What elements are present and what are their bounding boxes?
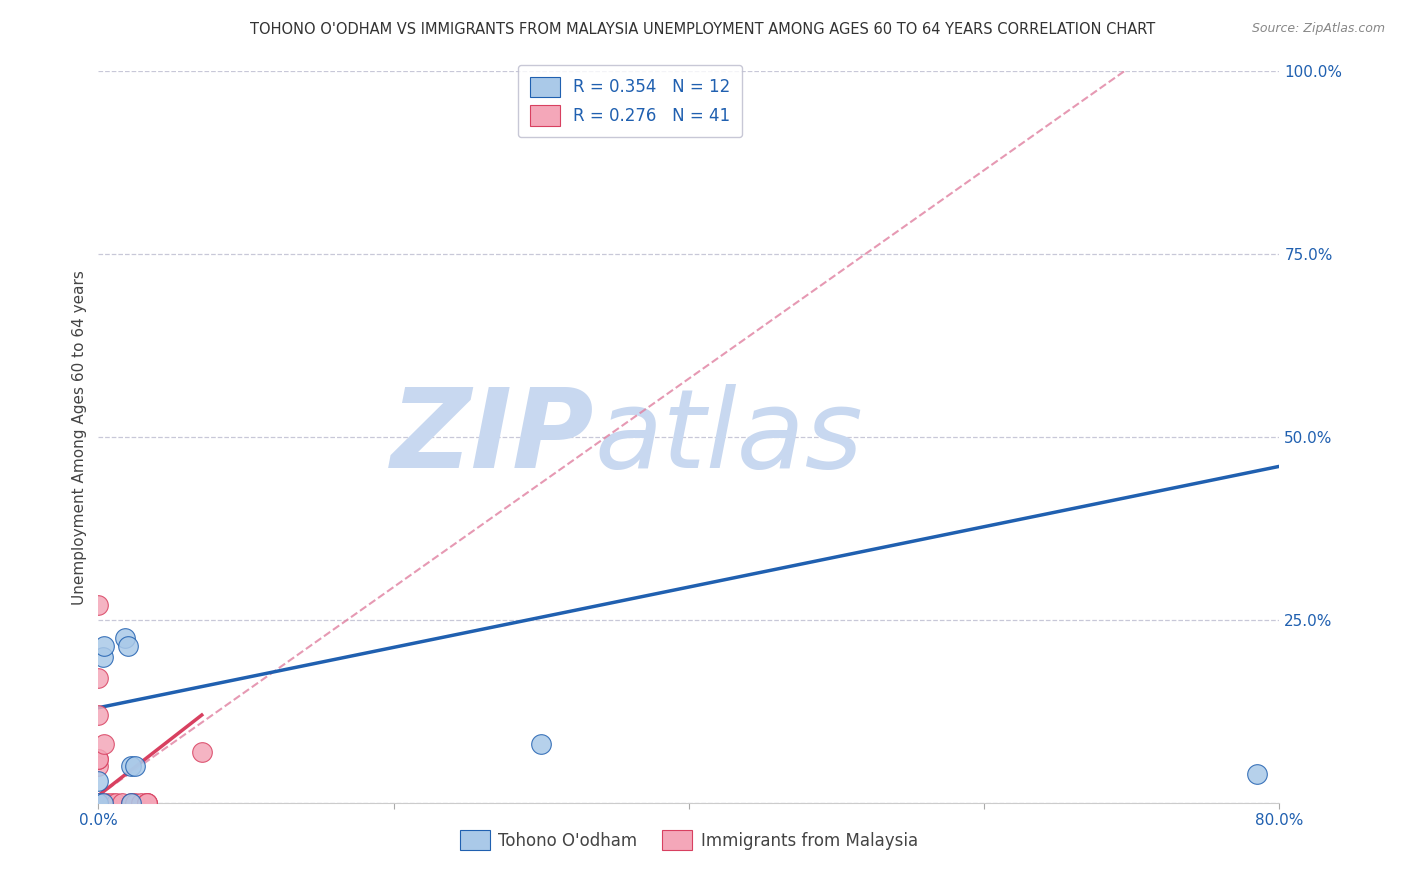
Point: [87, 796, 110, 810]
Point: [87, 796, 110, 810]
Text: TOHONO O'ODHAM VS IMMIGRANTS FROM MALAYSIA UNEMPLOYMENT AMONG AGES 60 TO 64 YEAR: TOHONO O'ODHAM VS IMMIGRANTS FROM MALAYS…: [250, 22, 1156, 37]
Point: [120, 796, 142, 810]
Point: [136, 796, 159, 810]
Point: [87, 796, 110, 810]
Point: [91, 796, 114, 810]
Point: [191, 745, 214, 759]
Legend: Tohono O'odham, Immigrants from Malaysia: Tohono O'odham, Immigrants from Malaysia: [450, 820, 928, 860]
Point: [87, 672, 110, 686]
Point: [111, 796, 134, 810]
Text: ZIP: ZIP: [391, 384, 595, 491]
Point: [87, 796, 110, 810]
Point: [87, 796, 110, 810]
Point: [124, 759, 146, 773]
Point: [91, 649, 114, 664]
Point: [87, 796, 110, 810]
Point: [124, 796, 146, 810]
Point: [87, 796, 110, 810]
Point: [117, 639, 139, 653]
Point: [120, 759, 142, 773]
Point: [87, 752, 110, 766]
Point: [87, 796, 110, 810]
Point: [87, 759, 110, 773]
Point: [87, 796, 110, 810]
Point: [87, 752, 110, 766]
Point: [105, 796, 128, 810]
Point: [87, 796, 110, 810]
Point: [87, 796, 110, 810]
Point: [87, 708, 110, 723]
Text: atlas: atlas: [595, 384, 863, 491]
Point: [87, 773, 110, 788]
Point: [93, 737, 115, 751]
Point: [87, 796, 110, 810]
Point: [530, 737, 553, 751]
Point: [87, 796, 110, 810]
Point: [87, 796, 110, 810]
Point: [96, 796, 118, 810]
Y-axis label: Unemployment Among Ages 60 to 64 years: Unemployment Among Ages 60 to 64 years: [72, 269, 87, 605]
Point: [87, 796, 110, 810]
Point: [136, 796, 159, 810]
Point: [120, 796, 142, 810]
Point: [114, 632, 136, 646]
Point: [87, 796, 110, 810]
Point: [100, 796, 122, 810]
Point: [87, 796, 110, 810]
Point: [87, 796, 110, 810]
Text: Source: ZipAtlas.com: Source: ZipAtlas.com: [1251, 22, 1385, 36]
Point: [87, 796, 110, 810]
Point: [129, 796, 152, 810]
Point: [136, 796, 159, 810]
Point: [87, 796, 110, 810]
Point: [87, 796, 110, 810]
Point: [93, 639, 115, 653]
Point: [1246, 766, 1268, 780]
Point: [87, 796, 110, 810]
Point: [87, 599, 110, 613]
Point: [87, 796, 110, 810]
Point: [87, 796, 110, 810]
